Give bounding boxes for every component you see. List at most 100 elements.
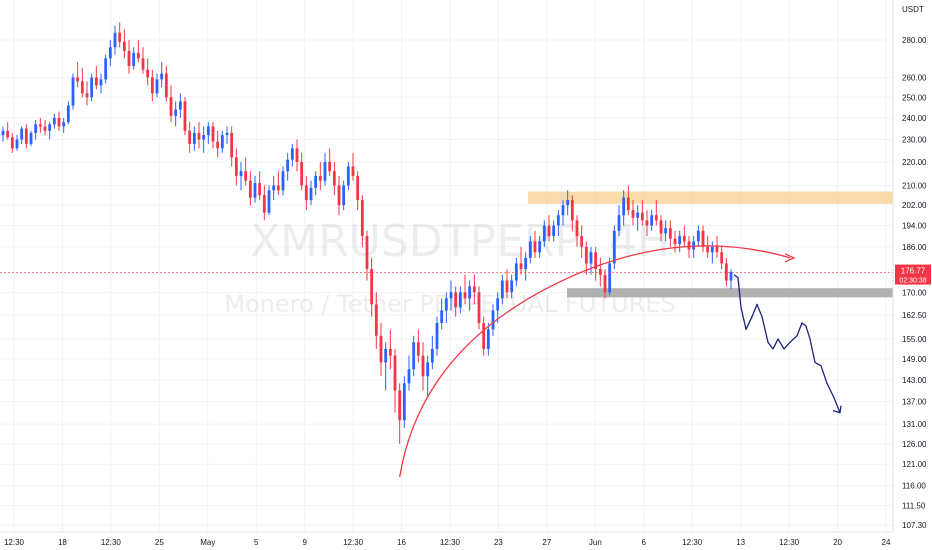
y-tick-label: 162.50 — [902, 311, 927, 320]
candle — [379, 322, 383, 377]
candle — [393, 348, 397, 413]
candle — [594, 246, 598, 281]
candle — [407, 355, 411, 391]
candle — [332, 161, 336, 196]
x-tick-label: 25 — [155, 538, 164, 547]
candle — [314, 171, 318, 196]
y-tick-label: 194.00 — [902, 222, 927, 231]
candle — [664, 220, 668, 242]
candle — [281, 166, 285, 196]
candle — [645, 210, 649, 237]
candle — [547, 215, 551, 242]
y-tick-label: 240.00 — [902, 114, 927, 123]
candle — [561, 200, 565, 226]
candle — [724, 257, 728, 287]
candle — [43, 120, 47, 136]
candle — [706, 236, 710, 258]
time-axis[interactable]: 12:30 18 12:30 25 May 5 9 12:30 16 12:30 23 27 Jun 6 1… — [0, 531, 932, 550]
candle — [38, 117, 42, 133]
candle — [178, 93, 182, 118]
candle — [6, 122, 10, 140]
candle — [15, 135, 19, 151]
candle — [510, 274, 514, 299]
candle — [66, 101, 70, 125]
y-tick-label: 186.00 — [902, 243, 927, 252]
candle — [720, 246, 724, 270]
candle — [477, 286, 481, 330]
candle — [164, 65, 168, 102]
candle — [304, 175, 308, 211]
price-axis[interactable]: USDT 280.00 260.00 250.00 240.00 230.00 220.0… — [0, 0, 932, 532]
candle — [57, 111, 61, 131]
x-tick-label: 12:30 — [101, 538, 122, 547]
candle — [650, 210, 654, 231]
candle — [528, 236, 532, 264]
candle — [85, 81, 89, 106]
candle — [276, 171, 280, 196]
candle — [486, 322, 490, 356]
candle — [678, 230, 682, 253]
candle — [108, 40, 112, 66]
candle — [449, 280, 453, 311]
candle — [505, 269, 509, 299]
candle — [104, 54, 108, 84]
candle — [398, 383, 402, 444]
candle — [211, 122, 215, 149]
candle — [10, 132, 14, 153]
candle — [458, 286, 462, 314]
x-tick-label: 5 — [254, 538, 259, 547]
x-tick-label: 12:30 — [682, 538, 703, 547]
candle — [608, 257, 612, 296]
candle — [286, 152, 290, 181]
candle — [654, 200, 658, 226]
y-tick-label: 149.00 — [902, 355, 927, 364]
candle — [76, 62, 80, 88]
candle — [216, 130, 220, 158]
candle — [295, 139, 299, 172]
x-tick-label: 24 — [882, 538, 891, 547]
candle — [192, 126, 196, 151]
candle — [34, 120, 38, 140]
candle — [20, 126, 24, 144]
watermark-symbol: XMRUSDTPERP, 4H — [250, 216, 670, 267]
candle — [402, 376, 406, 428]
candle — [365, 230, 369, 281]
candle — [603, 269, 607, 299]
candle — [356, 171, 360, 211]
candle — [636, 205, 640, 231]
candle — [715, 236, 719, 258]
candle — [692, 236, 696, 258]
candle — [360, 195, 364, 247]
candle — [612, 225, 616, 270]
candle — [197, 122, 201, 149]
candle — [174, 101, 178, 127]
candle — [696, 225, 700, 247]
y-tick-label: 250.00 — [902, 93, 927, 102]
y-tick-label: 143.00 — [902, 376, 927, 385]
candle — [169, 85, 173, 123]
zones — [528, 191, 893, 298]
y-tick-label: 111.50 — [902, 502, 926, 511]
candle — [524, 252, 528, 281]
candle — [519, 246, 523, 275]
candle — [183, 97, 187, 136]
candle — [538, 236, 542, 258]
candle — [412, 335, 416, 377]
candle — [239, 161, 243, 191]
y-tick-label: 155.00 — [902, 335, 927, 344]
last-price-value: 176.77 — [901, 267, 926, 276]
candle — [370, 257, 374, 317]
support-zone — [567, 288, 893, 298]
candle — [463, 274, 467, 305]
candle — [300, 152, 304, 191]
candle — [262, 185, 266, 221]
candle — [253, 175, 257, 203]
candle — [342, 180, 346, 211]
candle — [668, 220, 672, 247]
candle — [94, 65, 98, 90]
candle — [496, 292, 500, 323]
curved-trendline — [399, 245, 791, 478]
candle — [62, 117, 66, 133]
candle — [118, 22, 122, 48]
